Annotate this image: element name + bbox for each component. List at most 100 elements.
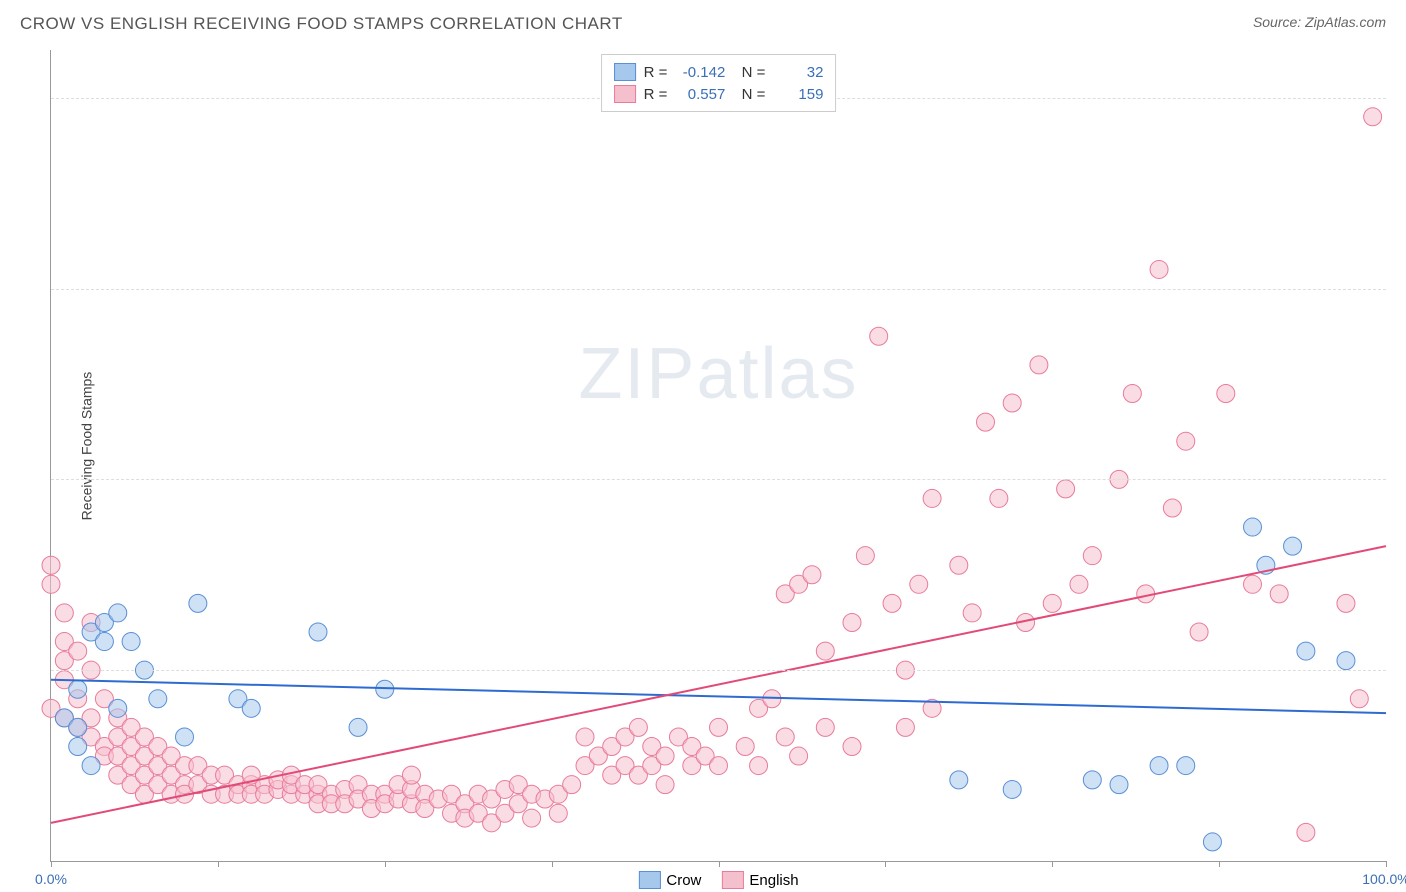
x-tick: [885, 861, 886, 867]
gridline: [51, 670, 1386, 671]
data-point: [710, 718, 728, 736]
data-point: [109, 699, 127, 717]
data-point: [1177, 432, 1195, 450]
data-point: [990, 489, 1008, 507]
data-point: [896, 718, 914, 736]
chart-title: CROW VS ENGLISH RECEIVING FOOD STAMPS CO…: [20, 14, 623, 34]
x-tick: [552, 861, 553, 867]
y-tick-label: 60.0%: [1391, 281, 1406, 297]
legend-label: English: [749, 872, 798, 889]
data-point: [1217, 384, 1235, 402]
scatter-plot-svg: [51, 50, 1386, 861]
data-point: [82, 757, 100, 775]
data-point: [1043, 594, 1061, 612]
data-point: [149, 690, 167, 708]
y-tick-label: 40.0%: [1391, 471, 1406, 487]
data-point: [910, 575, 928, 593]
legend-swatch: [614, 63, 636, 81]
legend-r-label: R =: [644, 86, 668, 103]
x-tick: [1052, 861, 1053, 867]
data-point: [1350, 690, 1368, 708]
data-point: [523, 809, 541, 827]
data-point: [816, 718, 834, 736]
data-point: [176, 728, 194, 746]
x-tick: [719, 861, 720, 867]
data-point: [109, 604, 127, 622]
x-tick-label: 100.0%: [1362, 871, 1406, 887]
data-point: [803, 566, 821, 584]
data-point: [1190, 623, 1208, 641]
data-point: [629, 718, 647, 736]
data-point: [349, 718, 367, 736]
data-point: [923, 489, 941, 507]
legend-item: Crow: [638, 871, 701, 889]
legend-r-value: 0.557: [675, 86, 725, 103]
data-point: [1337, 652, 1355, 670]
data-point: [55, 604, 73, 622]
data-point: [1083, 547, 1101, 565]
x-tick: [51, 861, 52, 867]
chart-plot-area: ZIPatlas R = -0.142 N = 32R = 0.557 N = …: [50, 50, 1386, 862]
source-label: Source: ZipAtlas.com: [1253, 14, 1386, 30]
data-point: [1030, 356, 1048, 374]
correlation-legend: R = -0.142 N = 32 R = 0.557 N = 159: [601, 54, 837, 112]
data-point: [870, 327, 888, 345]
data-point: [1150, 757, 1168, 775]
y-tick-label: 20.0%: [1391, 662, 1406, 678]
x-tick: [385, 861, 386, 867]
y-tick-label: 80.0%: [1391, 90, 1406, 106]
data-point: [710, 757, 728, 775]
legend-swatch: [614, 85, 636, 103]
x-tick: [1386, 861, 1387, 867]
data-point: [1123, 384, 1141, 402]
data-point: [1150, 260, 1168, 278]
legend-label: Crow: [666, 872, 701, 889]
x-tick-label: 0.0%: [35, 871, 67, 887]
legend-r-value: -0.142: [675, 64, 725, 81]
legend-n-value: 32: [773, 64, 823, 81]
data-point: [776, 728, 794, 746]
data-point: [1203, 833, 1221, 851]
data-point: [750, 757, 768, 775]
data-point: [1297, 823, 1315, 841]
data-point: [883, 594, 901, 612]
data-point: [856, 547, 874, 565]
data-point: [1364, 108, 1382, 126]
legend-row: R = 0.557 N = 159: [614, 83, 824, 105]
legend-swatch: [721, 871, 743, 889]
series-legend: Crow English: [638, 871, 798, 889]
legend-n-label: N =: [733, 86, 765, 103]
data-point: [1337, 594, 1355, 612]
data-point: [1057, 480, 1075, 498]
data-point: [977, 413, 995, 431]
data-point: [1270, 585, 1288, 603]
data-point: [376, 680, 394, 698]
data-point: [309, 623, 327, 641]
data-point: [122, 633, 140, 651]
data-point: [1070, 575, 1088, 593]
data-point: [1003, 394, 1021, 412]
data-point: [1003, 780, 1021, 798]
x-tick: [1219, 861, 1220, 867]
data-point: [189, 594, 207, 612]
legend-r-label: R =: [644, 64, 668, 81]
data-point: [576, 728, 594, 746]
data-point: [42, 556, 60, 574]
legend-swatch: [638, 871, 660, 889]
legend-n-label: N =: [733, 64, 765, 81]
gridline: [51, 479, 1386, 480]
data-point: [1244, 575, 1262, 593]
data-point: [402, 766, 420, 784]
data-point: [816, 642, 834, 660]
data-point: [656, 776, 674, 794]
data-point: [963, 604, 981, 622]
data-point: [69, 718, 87, 736]
data-point: [736, 738, 754, 756]
data-point: [790, 747, 808, 765]
data-point: [95, 633, 113, 651]
data-point: [950, 771, 968, 789]
data-point: [69, 642, 87, 660]
data-point: [843, 738, 861, 756]
data-point: [242, 699, 260, 717]
data-point: [69, 738, 87, 756]
